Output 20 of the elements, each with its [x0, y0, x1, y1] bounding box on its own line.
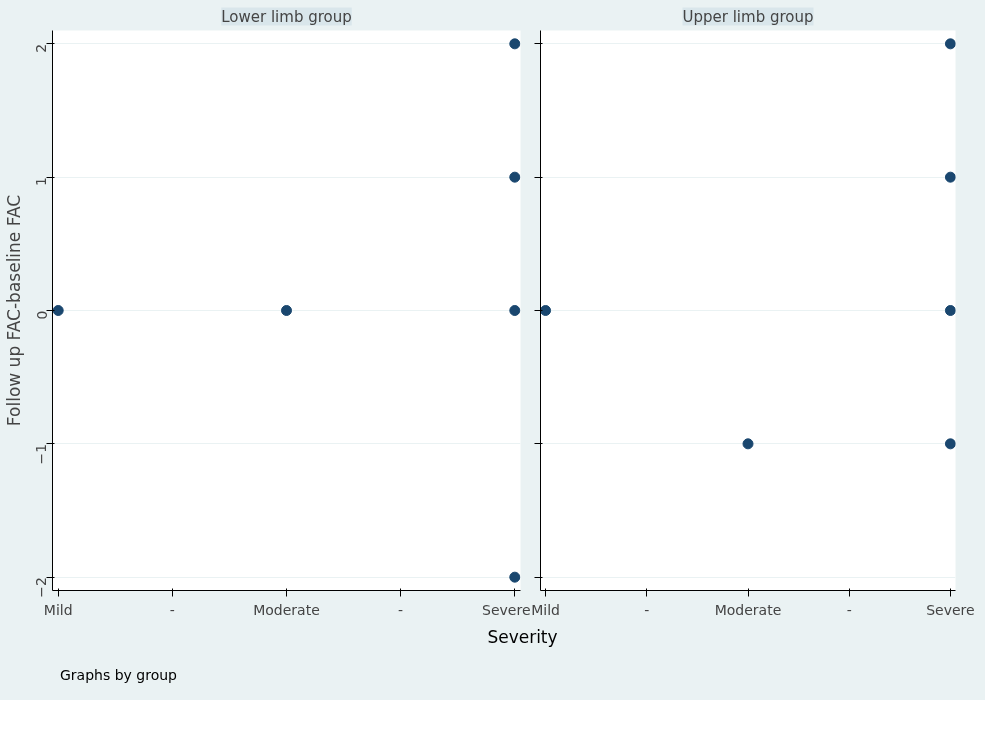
y-tick-label: 0 — [33, 310, 50, 320]
y-tick-label: 1 — [33, 177, 50, 187]
y-axis-title: Follow up FAC-baseline FAC — [3, 194, 24, 427]
chart-title: Upper limb group — [682, 7, 814, 26]
x-tick-label: - — [846, 601, 852, 618]
x-tick-label: Moderate — [714, 601, 782, 618]
x-tick-label: - — [169, 601, 175, 618]
x-tick-label: - — [398, 601, 404, 618]
x-tick-label: Moderate — [253, 601, 320, 618]
x-tick-label: - — [644, 601, 650, 618]
x-tick-label: Severe — [926, 601, 975, 618]
y-tick-label: −2 — [33, 577, 50, 598]
y-tick-label: 2 — [33, 43, 50, 53]
x-tick-label: Severe — [482, 601, 531, 618]
x-axis-title: Severity — [487, 626, 558, 649]
chart-title: Lower limb group — [221, 7, 352, 26]
text: Graphs by group — [60, 666, 177, 685]
y-tick-label: −1 — [33, 443, 50, 465]
x-tick-label: Mild — [531, 601, 560, 618]
x-tick-label: Mild — [43, 601, 73, 618]
